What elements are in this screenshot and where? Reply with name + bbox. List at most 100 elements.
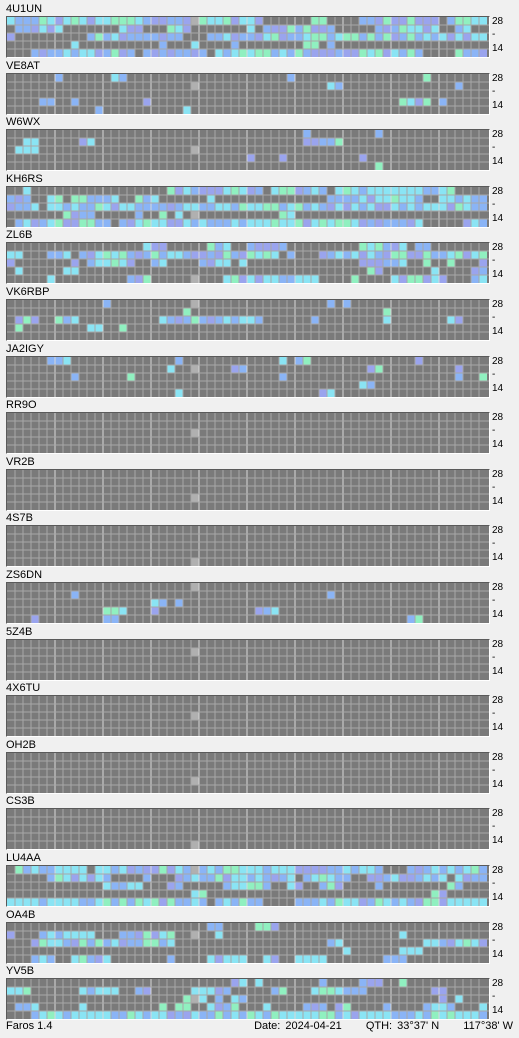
signal-cell [479,275,487,283]
signal-cell [447,939,455,947]
signal-cell [79,195,87,203]
signal-cell [447,259,455,267]
signal-cell [95,939,103,947]
signal-cell [135,219,143,227]
band-label-28: 28 [492,525,504,536]
signal-cell [335,939,343,947]
signal-cell [247,898,255,906]
signal-cell [375,187,383,195]
signal-cell [231,979,239,987]
band-label-14: 14 [492,213,504,224]
signal-cell [119,607,127,615]
signal-cell [87,898,95,906]
signal-cell [143,219,151,227]
signal-cell [327,138,335,146]
signal-cell [335,219,343,227]
signal-cell [175,251,183,259]
beacon-4x6tu: 4X6TU 28 - 14 [0,680,519,737]
signal-cell [103,955,111,963]
signal-cell [447,1011,455,1019]
signal-cell [359,259,367,267]
time-marker [191,995,199,1003]
signal-cell [423,251,431,259]
signal-cell [391,187,399,195]
signal-cell [415,898,423,906]
signal-cell [407,275,415,283]
signal-cell [55,939,63,947]
signal-cell [335,1003,343,1011]
signal-cell [183,203,191,211]
signal-cell [199,203,207,211]
signal-cell [439,187,447,195]
signal-cell [327,25,335,33]
signal-cell [263,1003,271,1011]
signal-cell [207,243,215,251]
signal-cell [319,979,327,987]
time-marker [191,429,199,437]
signal-cell [55,251,63,259]
signal-cell [295,357,303,365]
signal-cell [199,995,207,1003]
signal-cell [407,1011,415,1019]
signal-cell [167,365,175,373]
signal-cell [183,1003,191,1011]
signal-cell [463,1011,471,1019]
signal-cell [87,1011,95,1019]
signal-cell [415,947,423,955]
signal-cell [463,898,471,906]
signal-cell [407,98,415,106]
grid-canvas [7,640,489,680]
signal-cell [167,1011,175,1019]
signal-cell [247,1011,255,1019]
signal-cell [327,882,335,890]
band-scale: 28 - 14 [492,695,519,737]
signal-cell [327,874,335,882]
signal-cell [175,357,183,365]
signal-cell [151,599,159,607]
signal-cell [319,17,327,25]
band-label-28: 28 [492,129,504,140]
signal-cell [175,203,183,211]
signal-cell [335,866,343,874]
signal-cell [183,219,191,227]
signal-cell [191,49,199,57]
signal-cell [271,923,279,931]
band-scale: 28 - 14 [492,752,519,794]
signal-cell [63,874,71,882]
signal-cell [247,243,255,251]
signal-cell [415,219,423,227]
signal-cell [119,866,127,874]
signal-cell [343,49,351,57]
signal-cell [215,1003,223,1011]
signal-cell [439,33,447,41]
signal-cell [415,49,423,57]
signal-cell [311,187,319,195]
signal-cell [175,874,183,882]
signal-cell [431,987,439,995]
signal-cell [463,219,471,227]
signal-cell [303,138,311,146]
signal-cell [79,219,87,227]
signal-cell [135,987,143,995]
signal-cell [391,898,399,906]
signal-cell [63,939,71,947]
signal-cell [359,898,367,906]
signal-cell [167,955,175,963]
signal-cell [439,939,447,947]
signal-cell [15,324,23,332]
signal-cell [287,866,295,874]
signal-cell [311,316,319,324]
propagation-grid [6,129,490,171]
signal-cell [407,203,415,211]
signal-cell [399,203,407,211]
signal-cell [303,1011,311,1019]
time-marker [191,583,199,591]
signal-cell [111,987,119,995]
signal-cell [127,259,135,267]
signal-cell [119,49,127,57]
signal-cell [471,866,479,874]
signal-cell [375,17,383,25]
status-info: Date: 2024-04-21 QTH: 33°37' N 117°38' W [252,1016,513,1036]
signal-cell [71,866,79,874]
signal-cell [71,1011,79,1019]
